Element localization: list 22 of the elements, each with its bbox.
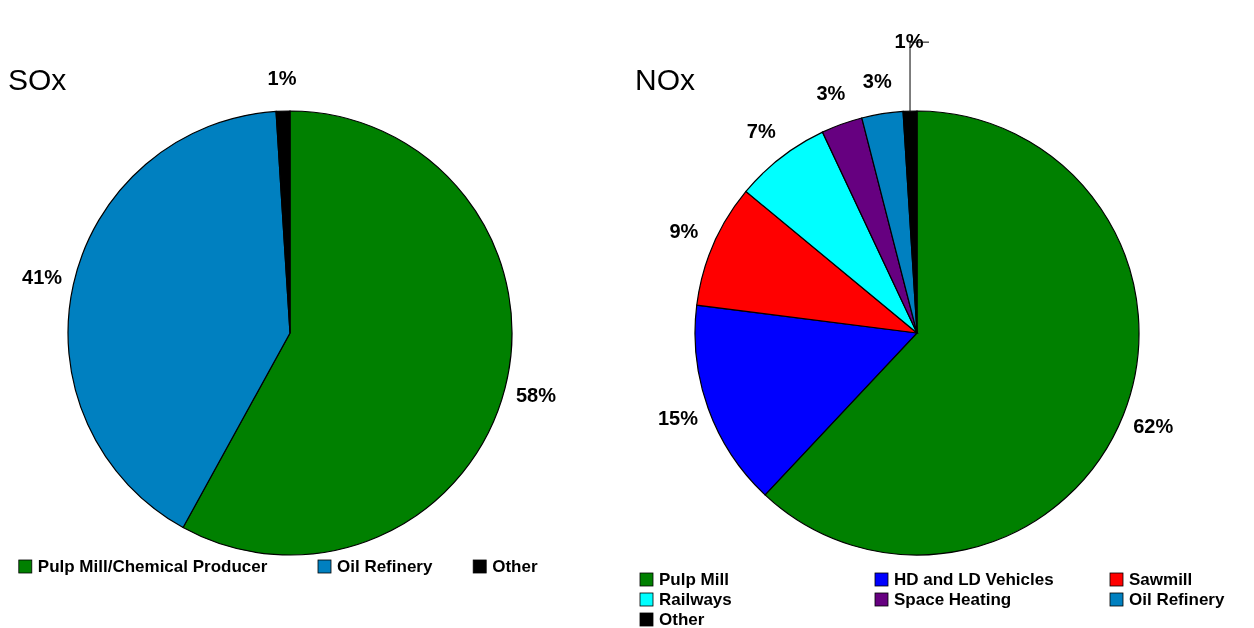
legend-label: Space Heating — [894, 590, 1012, 609]
text: NOx — [635, 63, 695, 96]
legend-label: Oil Refinery — [1129, 590, 1225, 609]
legend-label: Other — [492, 557, 538, 576]
legend-label: Pulp Mill — [659, 570, 729, 589]
data-label: 1% — [894, 30, 924, 53]
data-label: 15% — [658, 407, 699, 430]
data-label: 58% — [516, 384, 557, 407]
data-label: 7% — [746, 120, 776, 143]
data-label: 3% — [816, 82, 846, 105]
data-label: 1% — [267, 67, 297, 90]
legend-label: Pulp Mill/Chemical Producer — [37, 557, 268, 576]
data-label: 3% — [862, 70, 892, 93]
data-label: 62% — [1133, 414, 1174, 437]
legend-label: HD and LD Vehicles — [894, 570, 1054, 589]
data-label: 41% — [22, 265, 63, 288]
legend-label: Other — [659, 610, 705, 628]
chart-title: SOx — [8, 63, 67, 96]
legend-label: Oil Refinery — [337, 557, 433, 576]
legend-label: Sawmill — [1129, 570, 1193, 589]
data-label: 9% — [669, 220, 699, 243]
legend-label: Railways — [659, 590, 732, 609]
